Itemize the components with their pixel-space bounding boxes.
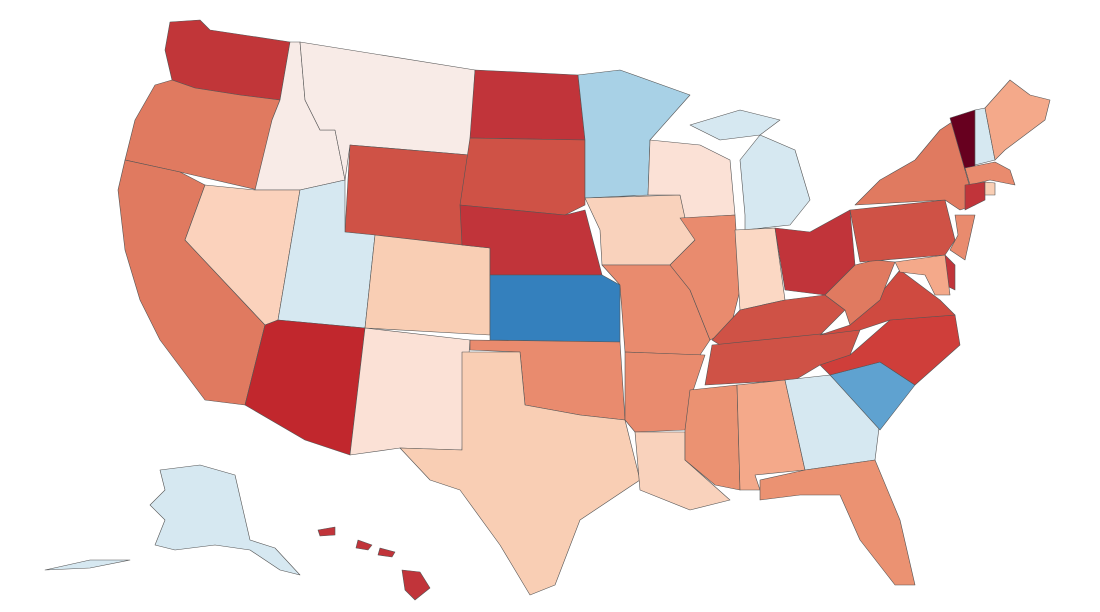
state-region [317, 526, 431, 601]
state-region [949, 214, 976, 261]
state-region [459, 137, 586, 216]
state-region [964, 181, 986, 211]
state-region [849, 199, 956, 263]
state-region [759, 459, 916, 586]
state-region [984, 181, 996, 196]
state-region [489, 274, 621, 343]
state-region [399, 351, 641, 596]
state-region [711, 294, 846, 346]
state-region [689, 109, 811, 231]
state-region [984, 79, 1051, 161]
state-region [824, 259, 896, 326]
state-region [584, 194, 696, 266]
state-region [349, 327, 471, 456]
state-region [894, 254, 951, 296]
state-region [44, 464, 301, 576]
state-region [364, 234, 491, 336]
state-region [469, 69, 586, 141]
state-region [344, 144, 471, 246]
state-region [244, 319, 366, 456]
